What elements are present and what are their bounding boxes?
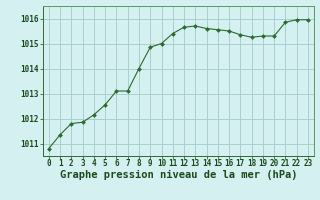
- X-axis label: Graphe pression niveau de la mer (hPa): Graphe pression niveau de la mer (hPa): [60, 170, 297, 180]
